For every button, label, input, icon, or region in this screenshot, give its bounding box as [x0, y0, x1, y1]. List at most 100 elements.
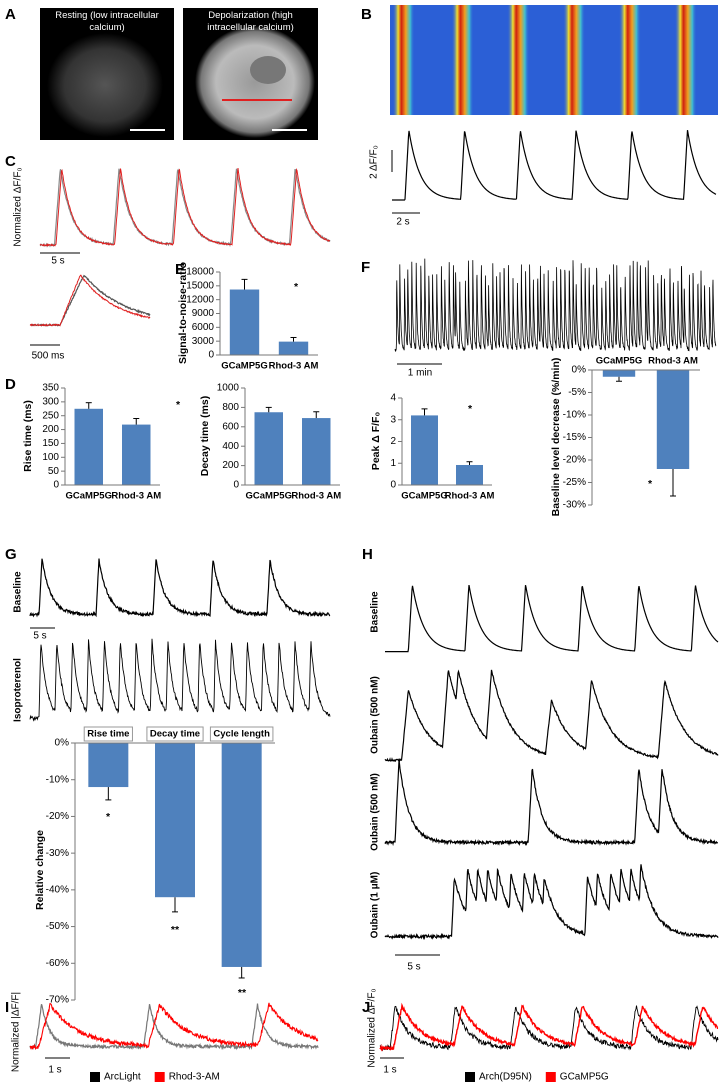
annotation: **	[238, 987, 247, 999]
y-tick-label: 0	[233, 480, 239, 491]
trace	[385, 584, 719, 653]
trace	[394, 258, 717, 352]
category-label: Cycle length	[213, 729, 270, 740]
y-tick-label: 200	[42, 424, 59, 435]
scale-label: 5 s	[33, 631, 46, 642]
row-label: Oubain (500 nM)	[370, 773, 381, 851]
annotation: *	[468, 403, 473, 415]
trace	[29, 558, 331, 618]
bar	[74, 408, 103, 485]
scale-label: 1 s	[48, 1065, 61, 1076]
trace	[384, 760, 718, 847]
category-label: GCaMP5G	[66, 491, 112, 502]
bar	[602, 370, 636, 377]
category-box	[209, 726, 274, 742]
trace	[29, 274, 151, 327]
annotation: **	[171, 924, 180, 936]
legend-label: Rhod-3-AM	[169, 1072, 220, 1083]
y-tick-label: 0%	[572, 365, 587, 376]
kymograph	[390, 5, 718, 115]
panel-label: C	[5, 153, 16, 170]
cell	[47, 33, 163, 137]
y-tick-label: 300	[42, 396, 59, 407]
category-label: Decay time	[150, 729, 200, 740]
category-label: GCaMP5G	[401, 491, 447, 502]
row-label: Baseline	[370, 591, 381, 633]
trace	[29, 638, 331, 722]
y-tick-label: -40%	[46, 884, 69, 895]
panel-label: J	[362, 999, 370, 1016]
bar	[88, 743, 129, 788]
row-label: Oubain (1 μM)	[370, 872, 381, 939]
trace	[29, 274, 151, 327]
scale-label: 1 min	[408, 368, 432, 379]
y-tick-label: 0	[53, 480, 59, 491]
panel-label: B	[361, 6, 372, 23]
y-tick-label: 0	[390, 480, 396, 491]
y-tick-label: 0%	[55, 738, 70, 749]
panel-label: E	[175, 261, 185, 278]
stripe	[674, 5, 697, 115]
y-tick-label: 200	[222, 460, 239, 471]
y-tick-label: -20%	[46, 811, 69, 822]
y-tick-label: -25%	[563, 477, 586, 488]
kymograph-stripes	[392, 5, 697, 115]
y-tick-label: 600	[222, 421, 239, 432]
bar	[278, 341, 309, 355]
panel-label: H	[362, 546, 373, 563]
category-label: Rhod-3 AM	[269, 361, 319, 372]
panel-label: D	[5, 376, 16, 393]
category-label: Rhod-3 AM	[291, 491, 341, 502]
bar	[302, 418, 331, 485]
y-tick-label: 400	[222, 441, 239, 452]
nucleus	[250, 56, 286, 84]
scale-label: 2 s	[396, 217, 409, 228]
row-label: Baseline	[13, 571, 24, 613]
stripe	[392, 5, 415, 115]
y-tick-label: 1000	[217, 383, 240, 394]
y-label: Decay time (ms)	[199, 396, 211, 477]
bar	[254, 412, 283, 485]
y-label: Rise time (ms)	[22, 400, 34, 472]
y-label: Relative change	[34, 830, 46, 910]
stripe	[451, 5, 474, 115]
scale-label: 5 s	[407, 962, 420, 973]
y-label: Normalized ΔF/F₀	[367, 988, 378, 1067]
category-box	[83, 726, 133, 742]
y-tick-label: 800	[222, 402, 239, 413]
caption-box: Resting (low intracellular calcium)	[55, 10, 158, 33]
legend-swatch	[545, 1072, 556, 1082]
y-tick-label: 18000	[186, 267, 214, 278]
y-tick-label: -70%	[46, 995, 69, 1006]
category-box	[146, 726, 204, 742]
trace	[29, 1003, 319, 1051]
y-tick-label: -20%	[563, 455, 586, 466]
y-tick-label: -30%	[46, 848, 69, 859]
y-tick-label: 150	[42, 438, 59, 449]
annotation: *	[648, 478, 653, 490]
category-label: Rhod-3 AM	[445, 491, 495, 502]
bar	[456, 464, 483, 485]
caption: Depolarization (high intracellular calci…	[207, 10, 294, 33]
category-label: Rise time	[87, 729, 129, 740]
category-label: GCaMP5G	[246, 491, 292, 502]
stripe	[507, 5, 530, 115]
trace	[392, 130, 717, 201]
bar	[122, 424, 151, 485]
y-tick-label: -10%	[46, 774, 69, 785]
scale-label: 5 s	[51, 256, 64, 267]
trace	[39, 167, 330, 248]
y-tick-label: 3000	[192, 336, 215, 347]
y-label: Normalized |ΔF/F|	[11, 992, 22, 1072]
row-label: Isoproterenol	[13, 658, 24, 722]
y-tick-label: -60%	[46, 958, 69, 969]
stripe	[563, 5, 586, 115]
trace	[379, 1005, 719, 1052]
y-tick-label: 2	[390, 436, 396, 447]
y-tick-label: 50	[48, 466, 60, 477]
category-label: GCaMP5G	[221, 361, 267, 372]
y-tick-label: 350	[42, 383, 59, 394]
panel-label: F	[361, 259, 370, 276]
bar	[229, 289, 260, 355]
trace	[29, 1002, 319, 1051]
